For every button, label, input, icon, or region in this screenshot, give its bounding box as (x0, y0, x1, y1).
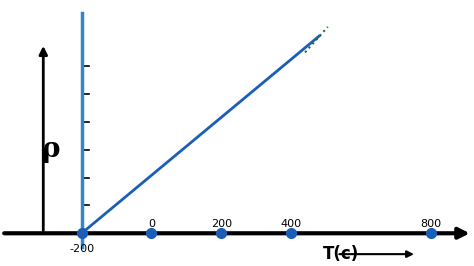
Text: T(c): T(c) (322, 245, 359, 263)
Text: 800: 800 (420, 219, 441, 229)
Text: ρ: ρ (41, 136, 60, 163)
Text: 400: 400 (281, 219, 301, 229)
Text: 0: 0 (148, 219, 155, 229)
Text: 200: 200 (211, 219, 232, 229)
Text: -200: -200 (69, 244, 94, 254)
